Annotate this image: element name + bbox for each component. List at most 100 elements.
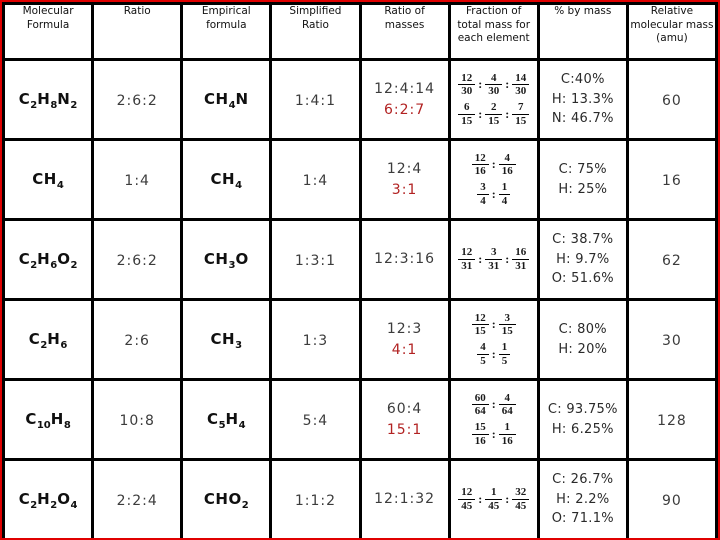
fraction-cell: 12 45:1 45:32 45 bbox=[447, 458, 540, 538]
fraction: 4 30 bbox=[485, 72, 503, 98]
mass-ratio-cell: 12:3:16 bbox=[358, 218, 451, 301]
fraction: 1 16 bbox=[498, 421, 516, 447]
ratio-cell: 10:8 bbox=[91, 378, 184, 461]
fraction: 16 31 bbox=[512, 246, 530, 272]
colon-separator: : bbox=[478, 492, 483, 506]
fraction: 60 64 bbox=[471, 392, 489, 418]
fraction: 7 15 bbox=[512, 101, 530, 127]
fraction: 1 45 bbox=[485, 486, 503, 512]
fraction-cell: 12 30:4 30:14 30 6 15:2 15:7 15 bbox=[447, 58, 540, 141]
colon-separator: : bbox=[478, 106, 483, 121]
ratio-cell: 2:6:2 bbox=[91, 218, 184, 301]
fraction-cell: 12 15:3 15 4 5:1 5 bbox=[447, 298, 540, 381]
colon-separator: : bbox=[478, 77, 483, 92]
empirical-formula-cell: CH3 bbox=[180, 298, 273, 381]
molecular-mass-cell: 16 bbox=[625, 138, 718, 221]
colon-separator: : bbox=[491, 426, 496, 441]
fraction: 12 31 bbox=[458, 246, 476, 272]
colon-separator: : bbox=[491, 157, 496, 172]
mass-ratio-cell: 12:4:14 6:2:7 bbox=[358, 58, 451, 141]
molecular-mass-cell: 90 bbox=[625, 458, 718, 538]
table-body: C2H8N2 2:6:2 CH4N 1:4:1 12:4:14 6:2:7 12 30:4 30… bbox=[2, 58, 718, 538]
fraction: 32 45 bbox=[512, 486, 530, 512]
column-header-6: % by mass bbox=[536, 2, 629, 61]
table-row: C2H8N2 2:6:2 CH4N 1:4:1 12:4:14 6:2:7 12 30:4 30… bbox=[2, 58, 718, 141]
mass-ratio-cell: 12:3 4:1 bbox=[358, 298, 451, 381]
empirical-formula-cell: CH4 bbox=[180, 138, 273, 221]
table-row: C2H6O2 2:6:2 CH3O 1:3:1 12:3:16 12 31:3 31:16 31… bbox=[2, 218, 718, 301]
fraction: 4 16 bbox=[498, 152, 516, 178]
fraction: 12 16 bbox=[471, 152, 489, 178]
table-row: C2H6 2:6 CH3 1:3 12:3 4:1 12 15:3 15 4 5:1 5 C: 80% H… bbox=[2, 298, 718, 381]
molecular-mass-cell: 62 bbox=[625, 218, 718, 301]
column-header-4: Ratio of masses bbox=[358, 2, 451, 61]
table-row: C2H2O4 2:2:4 CHO2 1:1:2 12:1:32 12 45:1 45:32 45… bbox=[2, 458, 718, 538]
molecular-formula-cell: C2H6 bbox=[2, 298, 95, 381]
percent-cell: C: 75% H: 25% bbox=[536, 138, 629, 221]
percent-cell: C: 80% H: 20% bbox=[536, 298, 629, 381]
simplified-ratio-cell: 5:4 bbox=[269, 378, 362, 461]
empirical-formula-cell: CH4N bbox=[180, 58, 273, 141]
molecular-formula-cell: C2H6O2 bbox=[2, 218, 95, 301]
molecular-formula-cell: C2H2O4 bbox=[2, 458, 95, 538]
fraction: 12 15 bbox=[471, 312, 489, 338]
molecular-mass-cell: 60 bbox=[625, 58, 718, 141]
fraction-cell: 60 64:4 64 15 16:1 16 bbox=[447, 378, 540, 461]
empirical-formula-cell: C5H4 bbox=[180, 378, 273, 461]
simplified-ratio-cell: 1:1:2 bbox=[269, 458, 362, 538]
column-header-7: Relative molecular mass (amu) bbox=[625, 2, 718, 61]
fraction: 14 30 bbox=[512, 72, 530, 98]
column-header-3: Simplified Ratio bbox=[269, 2, 362, 61]
mass-ratio-cell: 12:1:32 bbox=[358, 458, 451, 538]
fraction: 15 16 bbox=[471, 421, 489, 447]
simplified-ratio-cell: 1:4:1 bbox=[269, 58, 362, 141]
molecular-formula-cell: C10H8 bbox=[2, 378, 95, 461]
fraction: 2 15 bbox=[485, 101, 503, 127]
fraction: 12 30 bbox=[458, 72, 476, 98]
percent-cell: C: 93.75% H: 6.25% bbox=[536, 378, 629, 461]
ratio-cell: 2:6 bbox=[91, 298, 184, 381]
table-row: CH4 1:4 CH4 1:4 12:4 3:1 12 16:4 16 3 4:1 4 C: 75% H:… bbox=[2, 138, 718, 221]
molecular-mass-cell: 128 bbox=[625, 378, 718, 461]
table-row: C10H8 10:8 C5H4 5:4 60:4 15:1 60 64:4 64 15 16:1 16… bbox=[2, 378, 718, 461]
colon-separator: : bbox=[505, 106, 510, 121]
colon-separator: : bbox=[505, 77, 510, 92]
table-header: Molecular Formula Ratio Empirical formula Sim… bbox=[2, 2, 718, 61]
ratio-cell: 2:2:4 bbox=[91, 458, 184, 538]
molecular-mass-cell: 30 bbox=[625, 298, 718, 381]
colon-separator: : bbox=[505, 492, 510, 506]
molecular-formula-cell: CH4 bbox=[2, 138, 95, 221]
colon-separator: : bbox=[478, 252, 483, 266]
fraction-cell: 12 16:4 16 3 4:1 4 bbox=[447, 138, 540, 221]
simplified-ratio-cell: 1:3 bbox=[269, 298, 362, 381]
mass-ratio-cell: 60:4 15:1 bbox=[358, 378, 451, 461]
column-header-1: Ratio bbox=[91, 2, 184, 61]
empirical-formula-cell: CHO2 bbox=[180, 458, 273, 538]
fraction: 6 15 bbox=[458, 101, 476, 127]
fraction-cell: 12 31:3 31:16 31 bbox=[447, 218, 540, 301]
fraction: 3 15 bbox=[498, 312, 516, 338]
simplified-ratio-cell: 1:4 bbox=[269, 138, 362, 221]
percent-cell: C: 38.7% H: 9.7% O: 51.6% bbox=[536, 218, 629, 301]
molecular-formula-cell: C2H8N2 bbox=[2, 58, 95, 141]
ratio-cell: 2:6:2 bbox=[91, 58, 184, 141]
colon-separator: : bbox=[505, 252, 510, 266]
fraction: 12 45 bbox=[458, 486, 476, 512]
percent-cell: C:40% H: 13.3% N: 46.7% bbox=[536, 58, 629, 141]
empirical-formula-cell: CH3O bbox=[180, 218, 273, 301]
colon-separator: : bbox=[491, 186, 496, 201]
fraction: 4 64 bbox=[498, 392, 516, 418]
colon-separator: : bbox=[491, 397, 496, 412]
fraction: 3 31 bbox=[485, 246, 503, 272]
column-header-2: Empirical formula bbox=[180, 2, 273, 61]
ratio-cell: 1:4 bbox=[91, 138, 184, 221]
column-header-0: Molecular Formula bbox=[2, 2, 95, 61]
colon-separator: : bbox=[491, 317, 496, 332]
simplified-ratio-cell: 1:3:1 bbox=[269, 218, 362, 301]
